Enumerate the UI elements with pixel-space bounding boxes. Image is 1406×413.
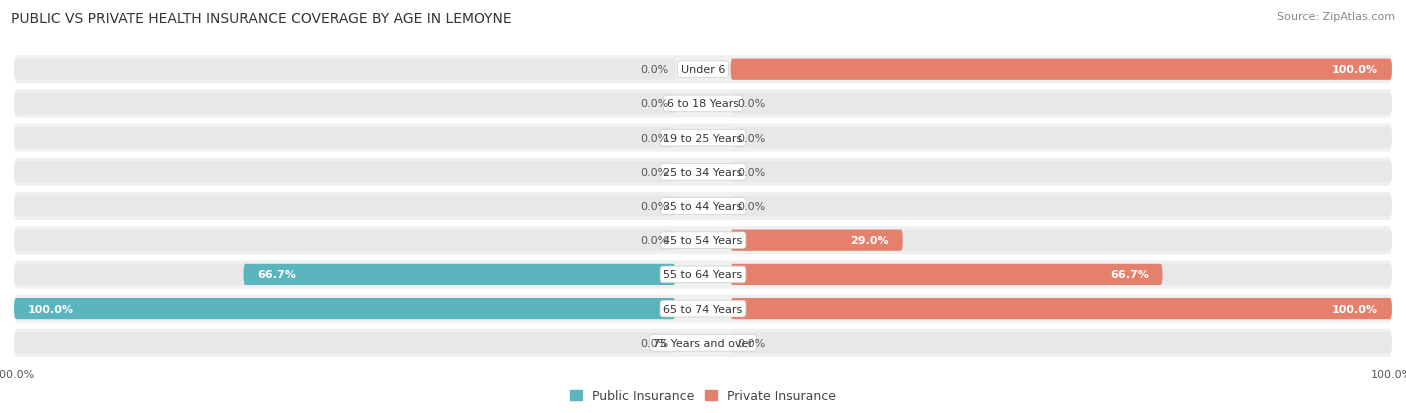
FancyBboxPatch shape	[731, 162, 1392, 183]
FancyBboxPatch shape	[14, 90, 1392, 118]
Text: 0.0%: 0.0%	[640, 236, 669, 246]
Text: 19 to 25 Years: 19 to 25 Years	[664, 133, 742, 143]
FancyBboxPatch shape	[14, 162, 675, 183]
FancyBboxPatch shape	[14, 329, 1392, 357]
FancyBboxPatch shape	[243, 264, 675, 285]
Text: 29.0%: 29.0%	[851, 236, 889, 246]
FancyBboxPatch shape	[731, 196, 1392, 217]
FancyBboxPatch shape	[14, 298, 675, 319]
Text: 55 to 64 Years: 55 to 64 Years	[664, 270, 742, 280]
FancyBboxPatch shape	[14, 59, 675, 81]
Text: 0.0%: 0.0%	[738, 167, 766, 177]
Text: 0.0%: 0.0%	[640, 167, 669, 177]
Text: 25 to 34 Years: 25 to 34 Years	[664, 167, 742, 177]
FancyBboxPatch shape	[14, 298, 675, 319]
FancyBboxPatch shape	[14, 332, 675, 354]
FancyBboxPatch shape	[731, 230, 903, 251]
FancyBboxPatch shape	[14, 196, 675, 217]
Text: 35 to 44 Years: 35 to 44 Years	[664, 202, 742, 211]
Text: 100.0%: 100.0%	[28, 304, 75, 314]
Text: 0.0%: 0.0%	[640, 133, 669, 143]
Text: 0.0%: 0.0%	[738, 133, 766, 143]
FancyBboxPatch shape	[731, 264, 1163, 285]
FancyBboxPatch shape	[14, 295, 1392, 323]
FancyBboxPatch shape	[14, 124, 1392, 152]
FancyBboxPatch shape	[14, 94, 675, 115]
FancyBboxPatch shape	[14, 227, 1392, 254]
FancyBboxPatch shape	[731, 230, 1392, 251]
Text: 0.0%: 0.0%	[738, 202, 766, 211]
FancyBboxPatch shape	[731, 298, 1392, 319]
Text: 66.7%: 66.7%	[1109, 270, 1149, 280]
Text: PUBLIC VS PRIVATE HEALTH INSURANCE COVERAGE BY AGE IN LEMOYNE: PUBLIC VS PRIVATE HEALTH INSURANCE COVER…	[11, 12, 512, 26]
Text: 100.0%: 100.0%	[1331, 65, 1378, 75]
Text: 66.7%: 66.7%	[257, 270, 297, 280]
Text: 0.0%: 0.0%	[738, 338, 766, 348]
FancyBboxPatch shape	[731, 59, 1392, 81]
FancyBboxPatch shape	[731, 298, 1392, 319]
FancyBboxPatch shape	[14, 264, 675, 285]
Text: Under 6: Under 6	[681, 65, 725, 75]
Text: 6 to 18 Years: 6 to 18 Years	[666, 99, 740, 109]
FancyBboxPatch shape	[731, 128, 1392, 149]
FancyBboxPatch shape	[14, 261, 1392, 289]
FancyBboxPatch shape	[14, 192, 1392, 221]
Text: 0.0%: 0.0%	[640, 65, 669, 75]
FancyBboxPatch shape	[731, 59, 1392, 81]
Text: 0.0%: 0.0%	[738, 99, 766, 109]
Text: Source: ZipAtlas.com: Source: ZipAtlas.com	[1277, 12, 1395, 22]
FancyBboxPatch shape	[731, 264, 1392, 285]
FancyBboxPatch shape	[14, 128, 675, 149]
Text: 100.0%: 100.0%	[1331, 304, 1378, 314]
Text: 0.0%: 0.0%	[640, 99, 669, 109]
Text: 0.0%: 0.0%	[640, 202, 669, 211]
FancyBboxPatch shape	[731, 332, 1392, 354]
FancyBboxPatch shape	[14, 230, 675, 251]
FancyBboxPatch shape	[14, 56, 1392, 84]
FancyBboxPatch shape	[14, 159, 1392, 186]
Text: 65 to 74 Years: 65 to 74 Years	[664, 304, 742, 314]
FancyBboxPatch shape	[731, 94, 1392, 115]
Text: 45 to 54 Years: 45 to 54 Years	[664, 236, 742, 246]
Legend: Public Insurance, Private Insurance: Public Insurance, Private Insurance	[565, 385, 841, 408]
Text: 0.0%: 0.0%	[640, 338, 669, 348]
Text: 75 Years and over: 75 Years and over	[652, 338, 754, 348]
